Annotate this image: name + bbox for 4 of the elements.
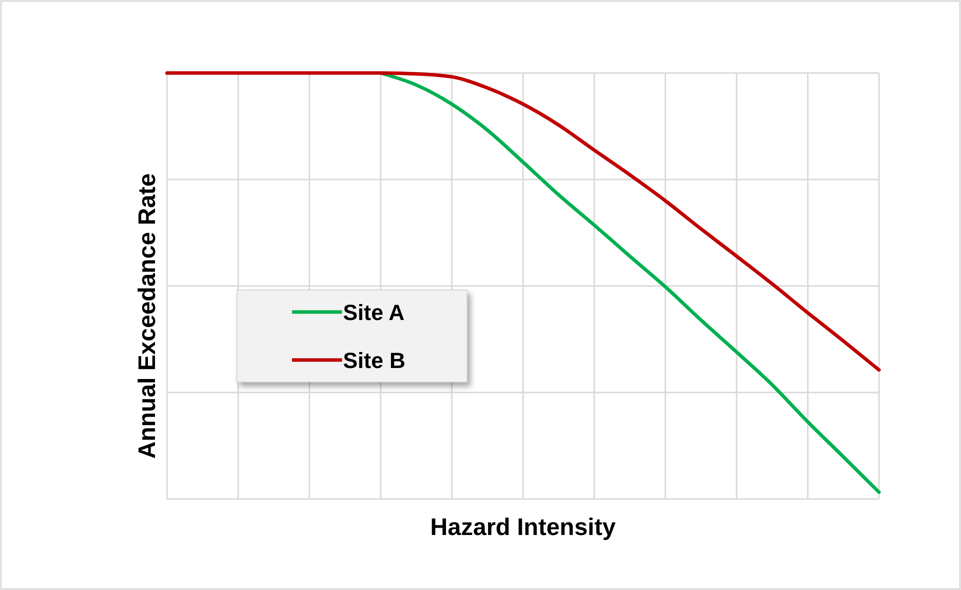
legend-label: Site A (343, 300, 405, 325)
legend-label: Site B (343, 348, 406, 373)
x-axis-title: Hazard Intensity (430, 514, 616, 541)
y-axis-title: Annual Exceedance Rate (134, 173, 161, 459)
